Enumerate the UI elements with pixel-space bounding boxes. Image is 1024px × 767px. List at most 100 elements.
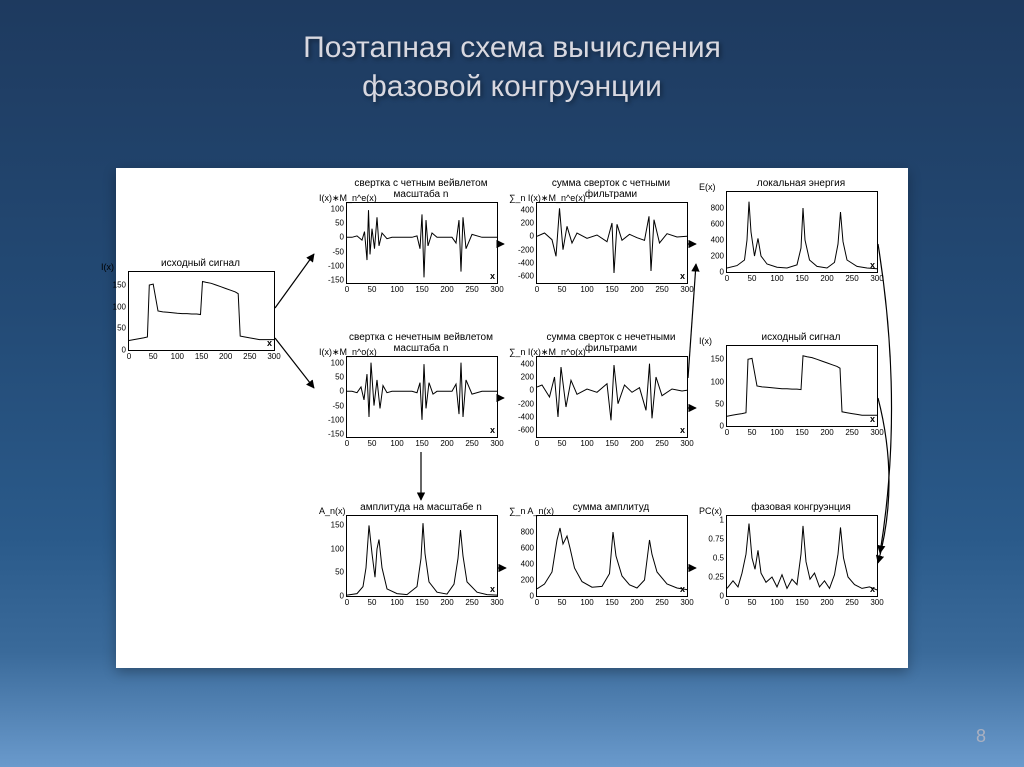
y-tick: 400 [521, 205, 537, 214]
y-tick: 0.25 [708, 572, 727, 581]
y-tick: -400 [518, 413, 537, 422]
y-tick: -400 [518, 259, 537, 268]
y-tick: 100 [113, 302, 129, 311]
y-axis-label: PC(x) [699, 506, 722, 516]
y-tick: 100 [711, 377, 727, 386]
y-tick: 0 [340, 233, 347, 242]
y-tick: -200 [518, 399, 537, 408]
y-tick: 0 [530, 386, 537, 395]
y-tick: 200 [521, 219, 537, 228]
x-tick: 50 [558, 283, 567, 294]
y-tick: 50 [715, 399, 727, 408]
x-tick: 200 [219, 350, 232, 361]
x-tick: 50 [748, 426, 757, 437]
x-tick: 0 [345, 596, 349, 607]
plot-box: A_n(x)x050100150050100150200250300 [346, 515, 498, 597]
chart-input: исходный сигналI(x)x05010015005010015020… [128, 258, 273, 351]
y-tick: 600 [711, 220, 727, 229]
x-tick: 250 [845, 272, 858, 283]
x-tick: 300 [267, 350, 280, 361]
y-tick: 400 [711, 236, 727, 245]
x-tick: 250 [243, 350, 256, 361]
y-tick: -100 [328, 415, 347, 424]
y-tick: 0 [340, 387, 347, 396]
x-tick: 50 [748, 596, 757, 607]
x-tick: 150 [605, 596, 618, 607]
chart-title: исходный сигнал [128, 258, 273, 269]
y-tick: 100 [331, 544, 347, 553]
y-axis-label: ∑_n A_n(x) [509, 506, 554, 516]
y-tick: 200 [711, 252, 727, 261]
plot-box: E(x)x0200400600800050100150200250300 [726, 191, 878, 273]
x-tick: 200 [820, 426, 833, 437]
chart-energy: локальная энергия E(x)x020040060080005010… [726, 178, 876, 273]
plot-box: I(x)x050100150050100150200250300 [726, 345, 878, 427]
x-tick: 150 [605, 283, 618, 294]
plot-box: I(x)∗M_n^o(x)x-150-100-50050100050100150… [346, 356, 498, 438]
x-tick: 300 [490, 283, 503, 294]
curve [129, 272, 274, 350]
x-tick: 150 [195, 350, 208, 361]
x-tick: 0 [535, 437, 539, 448]
plot-box: ∑_n A_n(x)x02004006008000501001502002503… [536, 515, 688, 597]
chart-title: сумма амплитуд [536, 502, 686, 513]
chart-amplitude_n: амплитуда на масштабе n A_n(x)x0501001500… [346, 502, 496, 597]
x-tick: 50 [368, 283, 377, 294]
x-tick: 0 [127, 350, 131, 361]
x-tick: 150 [605, 437, 618, 448]
chart-conv_odd: свертка с нечетным вейвлетом масштаба nI… [346, 332, 496, 438]
curve [727, 346, 877, 426]
y-tick: 50 [335, 568, 347, 577]
y-tick: 200 [521, 373, 537, 382]
x-tick: 100 [770, 272, 783, 283]
x-tick: 100 [580, 437, 593, 448]
x-tick: 50 [558, 596, 567, 607]
curve [347, 357, 497, 437]
chart-title: локальная энергия [726, 178, 876, 189]
y-axis-label: A_n(x) [319, 506, 346, 516]
x-tick: 300 [680, 596, 693, 607]
x-tick: 200 [440, 437, 453, 448]
x-tick: 100 [580, 283, 593, 294]
x-tick: 0 [725, 272, 729, 283]
x-tick: 100 [171, 350, 184, 361]
x-tick: 0 [535, 283, 539, 294]
y-tick: -600 [518, 426, 537, 435]
y-tick: -600 [518, 272, 537, 281]
x-tick: 150 [795, 596, 808, 607]
x-tick: 250 [465, 596, 478, 607]
x-tick: 300 [870, 426, 883, 437]
slide-title: Поэтапная схема вычисления фазовой конгр… [0, 0, 1024, 106]
x-tick: 200 [630, 596, 643, 607]
curve [537, 357, 687, 437]
x-tick: 200 [440, 596, 453, 607]
x-tick: 150 [415, 283, 428, 294]
y-axis-label: I(x) [699, 336, 712, 346]
chart-conv_even: свертка с четным вейвлетом масштаба nI(x… [346, 178, 496, 284]
y-tick: 100 [331, 204, 347, 213]
y-tick: 50 [335, 219, 347, 228]
x-tick: 300 [680, 283, 693, 294]
plot-box: ∑_n I(x)∗M_n^o(x)x-600-400-2000200400050… [536, 356, 688, 438]
x-tick: 100 [770, 426, 783, 437]
y-tick: -200 [518, 245, 537, 254]
x-tick: 0 [725, 596, 729, 607]
x-tick: 100 [770, 596, 783, 607]
x-tick: 200 [440, 283, 453, 294]
x-tick: 250 [845, 596, 858, 607]
chart-sum_amplitude: сумма амплитуд ∑_n A_n(x)x020040060080005… [536, 502, 686, 597]
y-tick: 150 [711, 355, 727, 364]
y-tick: 150 [331, 521, 347, 530]
x-tick: 200 [820, 272, 833, 283]
y-tick: 400 [521, 560, 537, 569]
y-tick: 0.75 [708, 534, 727, 543]
curve [727, 516, 877, 596]
chart-title: фазовая конгруэнция [726, 502, 876, 513]
x-tick: 50 [558, 437, 567, 448]
y-tick: 50 [117, 324, 129, 333]
y-tick: 0 [530, 232, 537, 241]
chart-title: амплитуда на масштабе n [346, 502, 496, 513]
charts-panel: исходный сигнал I(x)x05010015005010015020… [116, 168, 908, 668]
chart-sum_even: сумма сверток с четными фильтрами∑_n I(x… [536, 178, 686, 284]
y-tick: 600 [521, 544, 537, 553]
